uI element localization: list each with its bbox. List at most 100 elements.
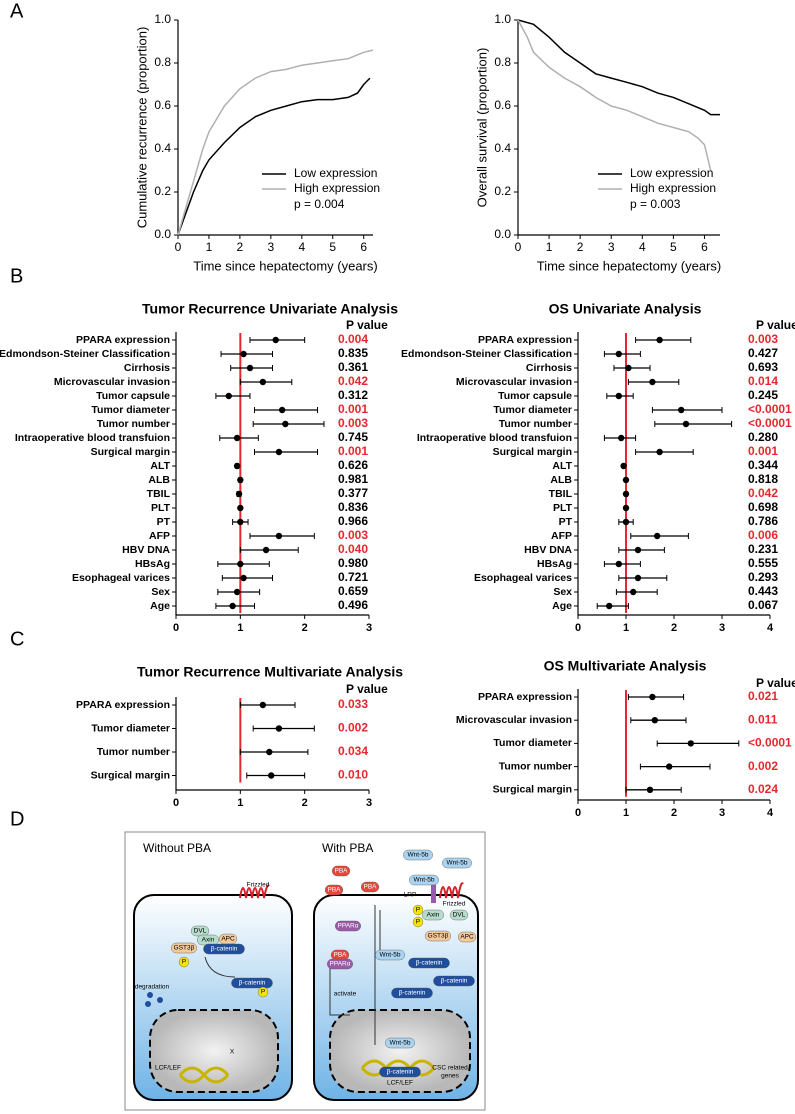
y-tick-label: 1.0 [494, 12, 511, 26]
estimate-marker [618, 434, 625, 442]
row-label: Edmondson-Steiner Classification [0, 348, 170, 360]
p-value: <0.0001 [748, 736, 792, 750]
row-label: Surgical margin [91, 769, 170, 781]
p-value: 0.003 [748, 332, 778, 346]
diagram-label: LRP [404, 892, 417, 899]
p-value: 0.001 [338, 402, 368, 416]
row-label: AFP [551, 530, 572, 542]
diagram-label: degradation [135, 984, 170, 991]
chart-title: Tumor Recurrence Multivariate Analysis [137, 664, 403, 680]
estimate-marker [233, 462, 241, 470]
x-tick-label: 6 [701, 240, 708, 254]
diagram-node [433, 975, 475, 987]
panel-label: C [10, 628, 24, 650]
row-label: Edmondson-Steiner Classification [401, 348, 572, 360]
estimate-marker [615, 350, 622, 358]
x-tick-label: 4 [639, 240, 646, 254]
row-label: AFP [149, 530, 170, 542]
row-label: HBV DNA [524, 544, 572, 556]
p-value: 0.344 [748, 458, 778, 472]
diagram-label: activate [334, 991, 357, 998]
row-label: Age [552, 600, 572, 612]
row-label: PPARA expression [478, 691, 572, 703]
x-tick-label: 0 [175, 240, 182, 254]
x-tick-label: 2 [577, 240, 584, 254]
p-value: 0.245 [748, 388, 778, 402]
p-value: 0.626 [338, 458, 368, 472]
p-value: 0.312 [338, 388, 368, 402]
row-label: Intraoperative blood transfuion [15, 432, 170, 444]
estimate-marker [622, 518, 630, 526]
diagram-node [335, 920, 361, 932]
estimate-marker [687, 740, 694, 747]
x-tick-label: 3 [366, 797, 372, 809]
diagram-label: CSC related [432, 1065, 468, 1072]
diagram-label: β-catenin [441, 978, 468, 985]
diagram-node [324, 884, 344, 896]
row-label: PPARA expression [76, 334, 170, 346]
diagram-label: P [416, 919, 420, 926]
p-value: 0.067 [748, 598, 778, 612]
axis [577, 689, 770, 801]
estimate-marker [282, 420, 289, 428]
row-label: HBsAg [537, 558, 572, 570]
diagram-label: PBA [327, 887, 341, 894]
diagram-label: β-catenin [211, 946, 238, 953]
p-value: 0.003 [338, 528, 368, 542]
x-tick-label: 1 [237, 797, 243, 809]
estimate-marker [666, 763, 673, 770]
row-label: Tumor diameter [91, 404, 170, 416]
p-value: 0.659 [338, 584, 368, 598]
estimate-marker [649, 378, 656, 386]
row-label: TBIL [549, 488, 573, 500]
row-label: PLT [553, 502, 573, 514]
diagram-node [171, 942, 197, 954]
p-value: 0.836 [338, 500, 368, 514]
annotation: p = 0.004 [294, 197, 345, 211]
panel-label: B [10, 265, 23, 287]
estimate-marker [237, 518, 244, 526]
row-label: Microvascular invasion [456, 714, 572, 726]
x-tick-label: 3 [608, 240, 615, 254]
p-value: <0.0001 [748, 402, 792, 416]
y-axis-label: Cumulative recurrence (proportion) [134, 27, 149, 229]
diagram-label: Without PBA [143, 841, 211, 855]
estimate-marker [651, 717, 658, 724]
diagram-label: PPARα [338, 923, 359, 930]
row-label: Cirrhosis [526, 362, 572, 374]
estimate-marker [272, 336, 279, 344]
row-label: Microvascular invasion [456, 376, 572, 388]
estimate-marker [678, 406, 685, 414]
p-value: 0.011 [748, 712, 778, 726]
row-label: PPARA expression [478, 334, 572, 346]
x-tick-label: 0 [575, 622, 581, 634]
x-tick-label: 0 [515, 240, 522, 254]
x-tick-label: 4 [767, 807, 774, 819]
estimate-marker [237, 504, 244, 512]
diagram-node [379, 1066, 421, 1078]
p-value: 0.004 [338, 332, 368, 346]
p-value: 0.786 [748, 514, 778, 528]
y-tick-label: 0.8 [154, 55, 171, 69]
diagram-label: β-catenin [239, 980, 266, 987]
axis [517, 20, 720, 236]
p-value: 0.835 [338, 346, 368, 360]
row-label: Sex [151, 586, 170, 598]
estimate-marker [625, 364, 632, 372]
row-label: PT [157, 516, 171, 528]
chart-title: OS Multivariate Analysis [544, 658, 707, 674]
estimate-marker [259, 378, 267, 386]
x-tick-label: 3 [719, 807, 725, 819]
p-value: 0.014 [748, 374, 778, 388]
estimate-marker [237, 560, 244, 568]
estimate-marker [622, 504, 630, 512]
diagram-label: PBA [363, 884, 377, 891]
diagram-node [385, 1037, 415, 1049]
p-value: 0.003 [338, 416, 368, 430]
diagram-node [257, 986, 269, 998]
diagram-label: LCF/LEF [155, 1065, 181, 1072]
estimate-marker [620, 462, 627, 470]
diagram-node [408, 957, 450, 969]
diagram-label: LCF/LEF [387, 1080, 413, 1087]
diagram-node [412, 916, 424, 928]
